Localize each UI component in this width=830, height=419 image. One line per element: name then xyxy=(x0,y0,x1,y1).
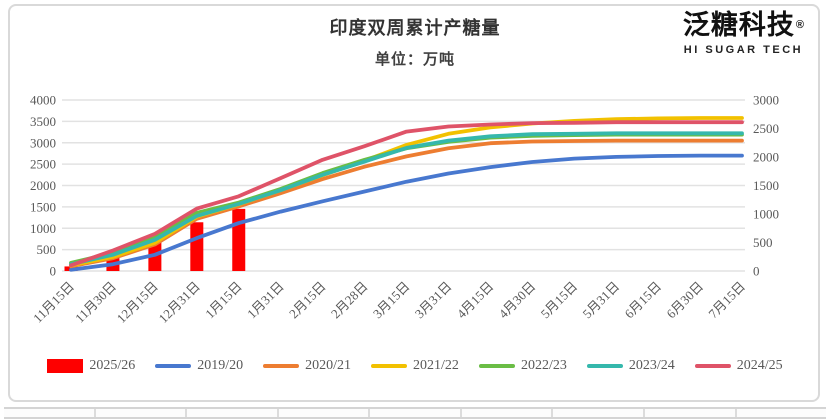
right-axis-tick: 500 xyxy=(753,235,773,250)
left-axis-tick: 4000 xyxy=(30,93,56,108)
chart-subtitle: 单位：万吨 xyxy=(374,52,455,68)
bar-swatch-icon xyxy=(47,359,84,373)
table-cell xyxy=(553,409,645,417)
x-axis-label: 4月15日 xyxy=(454,279,497,322)
chart-legend: 2025/26 2019/20 2020/21 2021/22 2022/23 2023/… xyxy=(0,358,830,374)
legend-item-2022-23: 2022/23 xyxy=(478,358,567,374)
legend-label: 2022/23 xyxy=(520,358,567,373)
left-axis-tick: 3000 xyxy=(30,135,56,150)
table-cell xyxy=(370,409,462,417)
left-axis-tick: 3500 xyxy=(30,114,56,129)
chart-title: 印度双周累计产糖量 xyxy=(329,18,501,38)
brand-name: 泛糖科技 xyxy=(682,10,795,40)
line-series-2024-25 xyxy=(69,120,744,268)
right-axis: 0 500 1000 1500 2000 2500 3000 xyxy=(753,93,779,279)
brand-logo: 泛糖科技® HI SUGAR TECH xyxy=(683,12,804,56)
right-axis-tick: 1500 xyxy=(753,178,779,193)
x-axis-label: 3月31日 xyxy=(412,279,455,322)
combo-chart: 0 500 1000 1500 2000 2500 3000 3500 4000 0 500 1000… xyxy=(30,93,779,326)
left-axis-tick: 1500 xyxy=(30,199,56,214)
legend-label: 2024/25 xyxy=(736,358,783,373)
left-axis-tick: 1000 xyxy=(30,221,56,236)
legend-label: 2020/21 xyxy=(305,358,352,373)
x-axis-label: 1月15日 xyxy=(202,279,245,322)
x-axis-label: 1月31日 xyxy=(244,279,287,322)
legend-item-2025-26: 2025/26 xyxy=(47,358,135,374)
chart-card xyxy=(8,4,820,402)
table-cell xyxy=(187,409,279,417)
title-block: 印度双周累计产糖量 单位：万吨 xyxy=(0,14,830,69)
table-cell xyxy=(4,409,96,417)
table-cell xyxy=(644,409,737,417)
line-swatch-icon xyxy=(155,364,192,368)
x-axis-label: 6月15日 xyxy=(621,279,664,322)
legend-item-2023-24: 2023/24 xyxy=(586,358,675,374)
bar xyxy=(190,222,204,271)
legend-item-2024-25: 2024/25 xyxy=(694,358,783,374)
bar xyxy=(148,242,162,271)
table-cell xyxy=(736,409,827,417)
x-axis-label: 2月15日 xyxy=(286,279,329,322)
right-axis-tick: 3000 xyxy=(753,93,779,108)
x-axis-label: 12月15日 xyxy=(114,279,161,326)
line-series-2022-23 xyxy=(69,132,744,265)
line-series-2023-24 xyxy=(69,131,744,267)
line-swatch-icon xyxy=(586,364,623,368)
left-axis-tick: 2500 xyxy=(30,157,56,172)
legend-label: 2021/22 xyxy=(413,358,459,373)
right-axis-tick: 2000 xyxy=(753,150,779,165)
x-axis-label: 5月15日 xyxy=(538,279,581,322)
legend-item-2021-22: 2021/22 xyxy=(371,358,459,374)
brand-tagline: HI SUGAR TECH xyxy=(683,44,804,56)
left-axis-tick: 2000 xyxy=(30,178,56,193)
x-axis-label: 4月30日 xyxy=(496,279,539,322)
registered-trademark-icon: ® xyxy=(795,18,804,31)
x-axis-label: 12月31日 xyxy=(156,279,203,326)
legend-label: 2023/24 xyxy=(628,358,675,373)
line-series-2019-20 xyxy=(69,153,744,272)
legend-label: 2019/20 xyxy=(197,358,244,373)
table-cell xyxy=(95,409,188,417)
left-axis-tick: 500 xyxy=(37,242,57,257)
line-swatch-icon xyxy=(371,364,408,368)
x-axis-label: 11月30日 xyxy=(72,279,119,326)
line-swatch-icon xyxy=(263,364,300,368)
x-axis-label: 2月28日 xyxy=(328,279,371,322)
line-swatch-icon xyxy=(694,364,731,368)
right-axis-tick: 1000 xyxy=(753,207,779,222)
legend-label: 2025/26 xyxy=(89,358,136,373)
left-axis: 0 500 1000 1500 2000 2500 3000 3500 4000 xyxy=(30,93,56,279)
x-axis-label: 7月15日 xyxy=(705,279,748,322)
x-axis-label: 11月15日 xyxy=(30,279,77,326)
legend-item-2020-21: 2020/21 xyxy=(263,358,351,374)
bar xyxy=(232,208,246,271)
x-axis-label: 6月30日 xyxy=(663,279,706,322)
table-cell xyxy=(278,409,371,417)
cutoff-table-row xyxy=(4,407,827,419)
x-axis-label: 3月15日 xyxy=(370,279,413,322)
left-axis-tick: 0 xyxy=(50,264,57,279)
right-axis-tick: 0 xyxy=(753,264,760,279)
legend-item-2019-20: 2019/20 xyxy=(155,358,243,374)
line-swatch-icon xyxy=(478,364,515,368)
right-axis-tick: 2500 xyxy=(753,121,779,136)
table-cell xyxy=(461,409,554,417)
gridlines xyxy=(62,99,745,272)
x-axis-label: 5月31日 xyxy=(580,279,623,322)
